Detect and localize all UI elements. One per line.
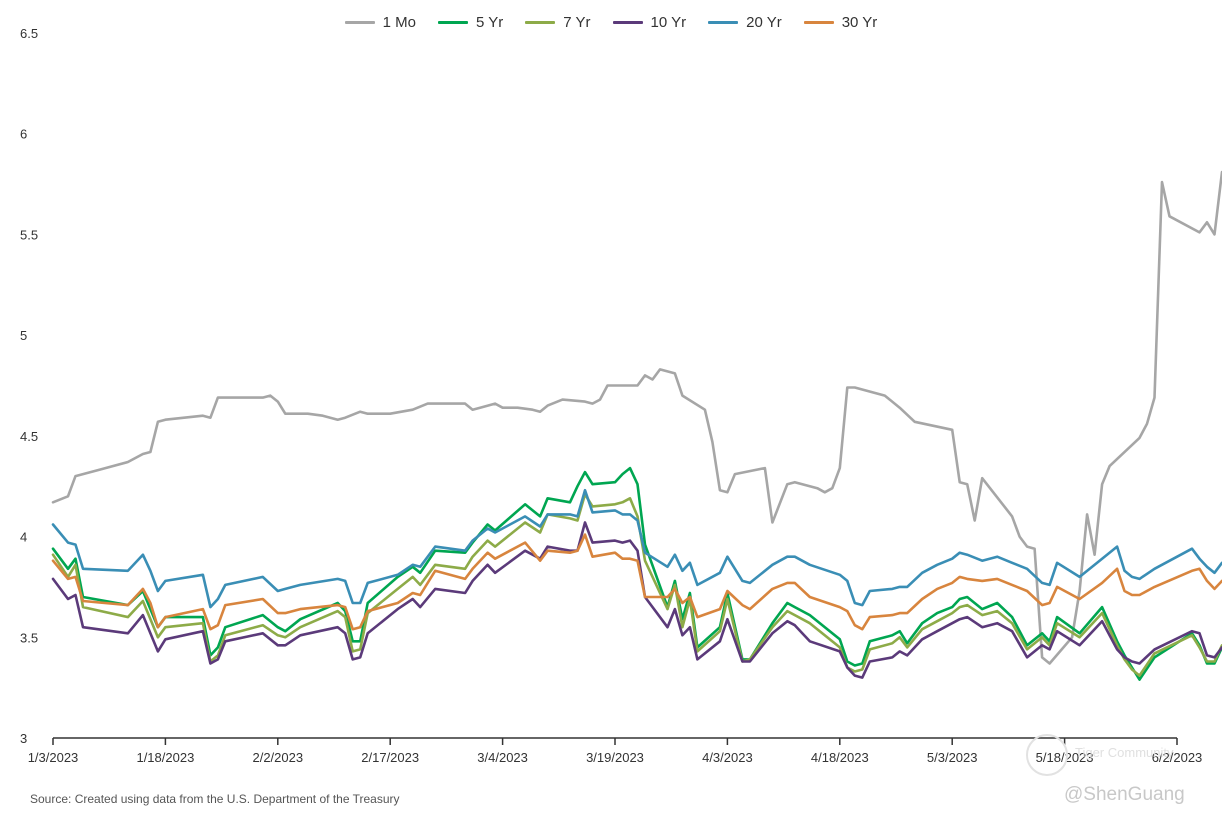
legend-item: 1 Mo: [344, 14, 417, 31]
legend-item: 7 Yr: [525, 14, 591, 31]
x-tick-label: 1/18/2023: [136, 750, 194, 765]
x-tick-label: 3/4/2023: [477, 750, 528, 765]
x-tick-label: 3/19/2023: [586, 750, 644, 765]
legend-swatch: [803, 21, 834, 24]
legend-swatch: [344, 21, 375, 24]
source-note: Source: Created using data from the U.S.…: [30, 792, 400, 806]
legend-label: 7 Yr: [563, 14, 591, 31]
series-line-10-yr: [51, 521, 1222, 679]
watermark-handle: @ShenGuang: [1064, 784, 1185, 805]
series-line-30-yr: [51, 533, 1222, 631]
x-tick-label: 2/2/2023: [252, 750, 303, 765]
y-tick-label: 5: [20, 328, 27, 343]
series-line-20-yr: [51, 488, 1222, 609]
legend-label: 20 Yr: [746, 14, 782, 31]
legend-label: 5 Yr: [476, 14, 504, 31]
legend-item: 10 Yr: [612, 14, 687, 31]
x-tick-label: 6/2/2023: [1152, 750, 1203, 765]
y-tick-label: 3: [20, 731, 27, 746]
legend-label: 1 Mo: [382, 14, 417, 31]
x-tick-label: 1/3/2023: [28, 750, 79, 765]
legend-label: 10 Yr: [650, 14, 687, 31]
legend-swatch: [525, 21, 556, 24]
x-tick-label: 2/17/2023: [361, 750, 419, 765]
legend: 1 Mo 5 Yr 7 Yr 10 Yr 20 Yr 30 Yr: [0, 14, 1222, 31]
y-tick-label: 4.5: [20, 429, 38, 444]
series-line-1-mo: [51, 170, 1222, 665]
y-tick-label: 6.5: [20, 26, 38, 41]
y-tick-label: 6: [20, 127, 27, 142]
watermark-company: Tiger Community: [1075, 745, 1174, 760]
series-lines: [51, 170, 1222, 681]
y-tick-label: 5.5: [20, 227, 38, 242]
y-tick-label: 4: [20, 530, 27, 545]
legend-swatch: [438, 21, 469, 24]
x-tick-label: 5/3/2023: [927, 750, 978, 765]
legend-swatch: [612, 21, 643, 24]
legend-item: 30 Yr: [803, 14, 878, 31]
legend-label: 30 Yr: [841, 14, 878, 31]
series-line-7-yr: [51, 492, 1222, 677]
watermark-logo-icon: [1026, 734, 1068, 776]
x-tick-label: 4/18/2023: [811, 750, 869, 765]
y-tick-label: 3.5: [20, 630, 38, 645]
legend-item: 20 Yr: [708, 14, 782, 31]
legend-item: 5 Yr: [438, 14, 503, 31]
x-tick-label: 4/3/2023: [702, 750, 753, 765]
legend-swatch: [708, 21, 739, 24]
y-axis-ticks: 3 3.5 4 4.5 5 5.5 6 6.5: [20, 26, 38, 746]
